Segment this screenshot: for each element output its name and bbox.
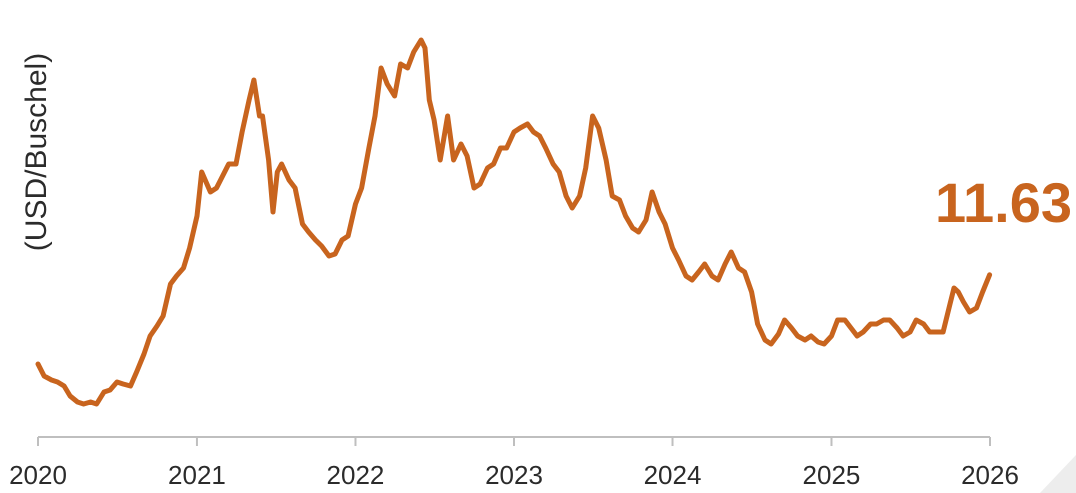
x-tick-label: 2022 [327,460,385,490]
last-value-label: 11.63 [935,171,1072,234]
corner-fold-decoration [1040,455,1076,493]
x-tick-label: 2025 [803,460,861,490]
x-tick-label: 2026 [961,460,1019,490]
x-tick-label: 2023 [485,460,543,490]
y-axis-label: (USD/Buschel) [20,53,53,251]
x-axis-ticks: 2020 2021 2022 2023 2024 2025 2026 [9,437,1019,490]
series-line [35,37,993,407]
x-tick-label: 2020 [9,460,67,490]
x-tick-label: 2024 [644,460,702,490]
x-tick-label: 2021 [168,460,226,490]
